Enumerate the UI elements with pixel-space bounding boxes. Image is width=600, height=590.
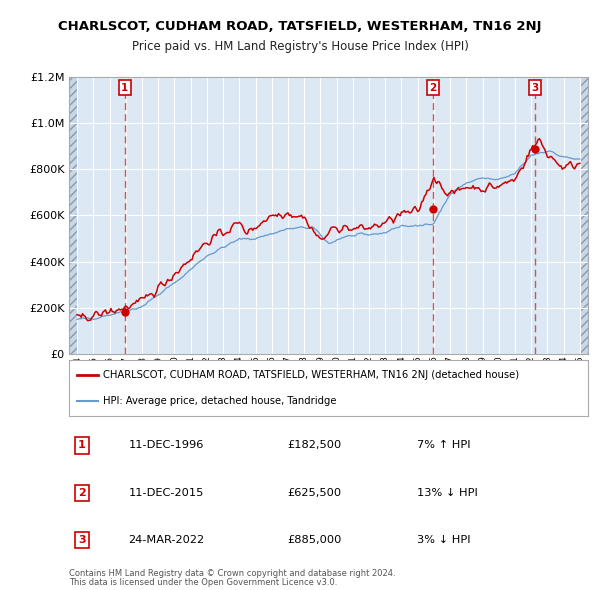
Text: 1: 1	[121, 83, 128, 93]
Text: 3% ↓ HPI: 3% ↓ HPI	[417, 535, 470, 545]
Text: 2: 2	[78, 488, 86, 497]
Text: Price paid vs. HM Land Registry's House Price Index (HPI): Price paid vs. HM Land Registry's House …	[131, 40, 469, 53]
Bar	[580, 77, 588, 354]
Text: CHARLSCOT, CUDHAM ROAD, TATSFIELD, WESTERHAM, TN16 2NJ (detached house): CHARLSCOT, CUDHAM ROAD, TATSFIELD, WESTE…	[103, 370, 519, 380]
Text: CHARLSCOT, CUDHAM ROAD, TATSFIELD, WESTERHAM, TN16 2NJ: CHARLSCOT, CUDHAM ROAD, TATSFIELD, WESTE…	[58, 20, 542, 33]
Text: 3: 3	[78, 535, 86, 545]
Text: £625,500: £625,500	[287, 488, 341, 497]
Text: 3: 3	[532, 83, 539, 93]
Text: 24-MAR-2022: 24-MAR-2022	[128, 535, 205, 545]
Text: £182,500: £182,500	[287, 441, 341, 450]
Text: 2: 2	[430, 83, 437, 93]
Text: 7% ↑ HPI: 7% ↑ HPI	[417, 441, 470, 450]
Text: 1: 1	[78, 441, 86, 450]
Text: HPI: Average price, detached house, Tandridge: HPI: Average price, detached house, Tand…	[103, 396, 336, 406]
Text: This data is licensed under the Open Government Licence v3.0.: This data is licensed under the Open Gov…	[69, 578, 337, 588]
Text: 13% ↓ HPI: 13% ↓ HPI	[417, 488, 478, 497]
Text: Contains HM Land Registry data © Crown copyright and database right 2024.: Contains HM Land Registry data © Crown c…	[69, 569, 395, 578]
Text: 11-DEC-1996: 11-DEC-1996	[128, 441, 204, 450]
Text: 11-DEC-2015: 11-DEC-2015	[128, 488, 204, 497]
Bar	[69, 77, 77, 354]
Text: £885,000: £885,000	[287, 535, 341, 545]
